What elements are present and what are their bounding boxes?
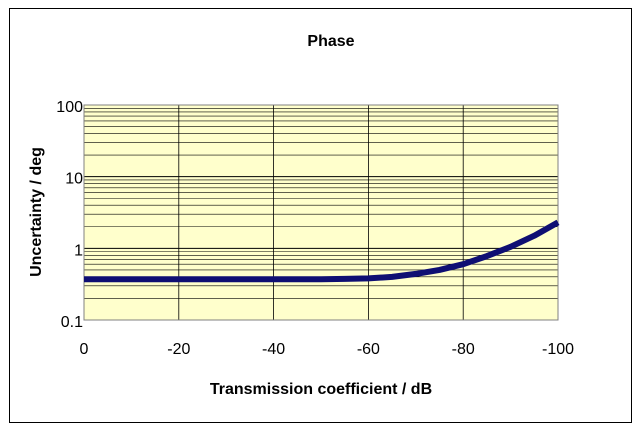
y-tick-label: 100: [56, 99, 83, 116]
y-axis-label: Uncertainty / deg: [28, 147, 45, 277]
x-tick-label: 0: [80, 341, 89, 358]
x-tick-label: -80: [452, 341, 475, 358]
x-tick-label: -20: [167, 341, 190, 358]
series-line: [84, 219, 560, 283]
y-tick-label: 1: [74, 242, 83, 259]
chart-title: Phase: [307, 33, 354, 50]
gridlines: [83, 105, 559, 321]
y-tick-labels: 0.1 1 10 100: [56, 99, 83, 331]
x-tick-label: -60: [357, 341, 380, 358]
series-layer: [84, 219, 560, 283]
x-tick-label: -100: [542, 341, 574, 358]
y-tick-label: 0.1: [61, 314, 83, 331]
plot-border: [83, 104, 559, 321]
x-axis-label: Transmission coefficient / dB: [210, 381, 432, 398]
y-tick-label: 10: [65, 171, 83, 188]
plot-area: [84, 105, 558, 320]
x-tick-labels: 0 -20 -40 -60 -80 -100: [80, 341, 575, 358]
chart: Phase 0.1 1 10 100 0 -20 -40 -60 -80 -100 Transm…: [28, 33, 575, 398]
x-tick-label: -40: [262, 341, 285, 358]
chart-frame: Phase 0.1 1 10 100 0 -20 -40 -60 -80 -100 Transm…: [9, 8, 632, 423]
